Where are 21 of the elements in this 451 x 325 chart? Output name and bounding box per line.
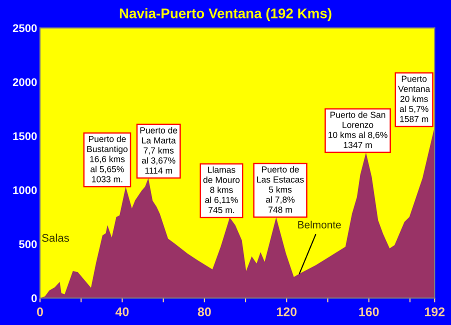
annotation: Puerto Ventana 20 kms al 5,7% 1587 m	[398, 76, 430, 122]
annotation: Puerto de Bustantigo 16,6 kms al 5,65% 1033 m.	[87, 136, 128, 182]
annotation: Puerto de Las Estacas 5 kms al 7,8% 748 m	[257, 166, 304, 213]
annotation: Puerto de La Marta 7,7 kms al 3,67% 1114 m	[140, 127, 178, 174]
x-tick-label: 40	[115, 307, 129, 316]
chart-title: Navia-Puerto Ventana (192 Kms)	[120, 8, 332, 22]
y-tick-label: 1000	[13, 186, 37, 194]
y-tick-label: 500	[19, 240, 37, 248]
x-tick-label: 160	[359, 307, 379, 316]
annotation: Belmonte	[298, 220, 341, 228]
x-tick-label: 192	[424, 307, 445, 316]
y-tick-label: 2500	[12, 24, 37, 32]
x-tick-label: 80	[198, 307, 211, 316]
y-tick-label: 0	[31, 294, 37, 302]
x-tick-label: 0	[37, 307, 43, 316]
x-tick-label: 120	[277, 307, 297, 316]
annotation: Salas	[42, 234, 69, 242]
y-tick-label: 2000	[12, 78, 37, 86]
y-tick-label: 1500	[13, 132, 37, 140]
annotation: Llamas de Mouro 8 kms al 6,11% 745 m.	[203, 166, 240, 214]
annotation: Puerto de San Lorenzo 10 kms al 8,6% 1347 m	[328, 111, 388, 148]
